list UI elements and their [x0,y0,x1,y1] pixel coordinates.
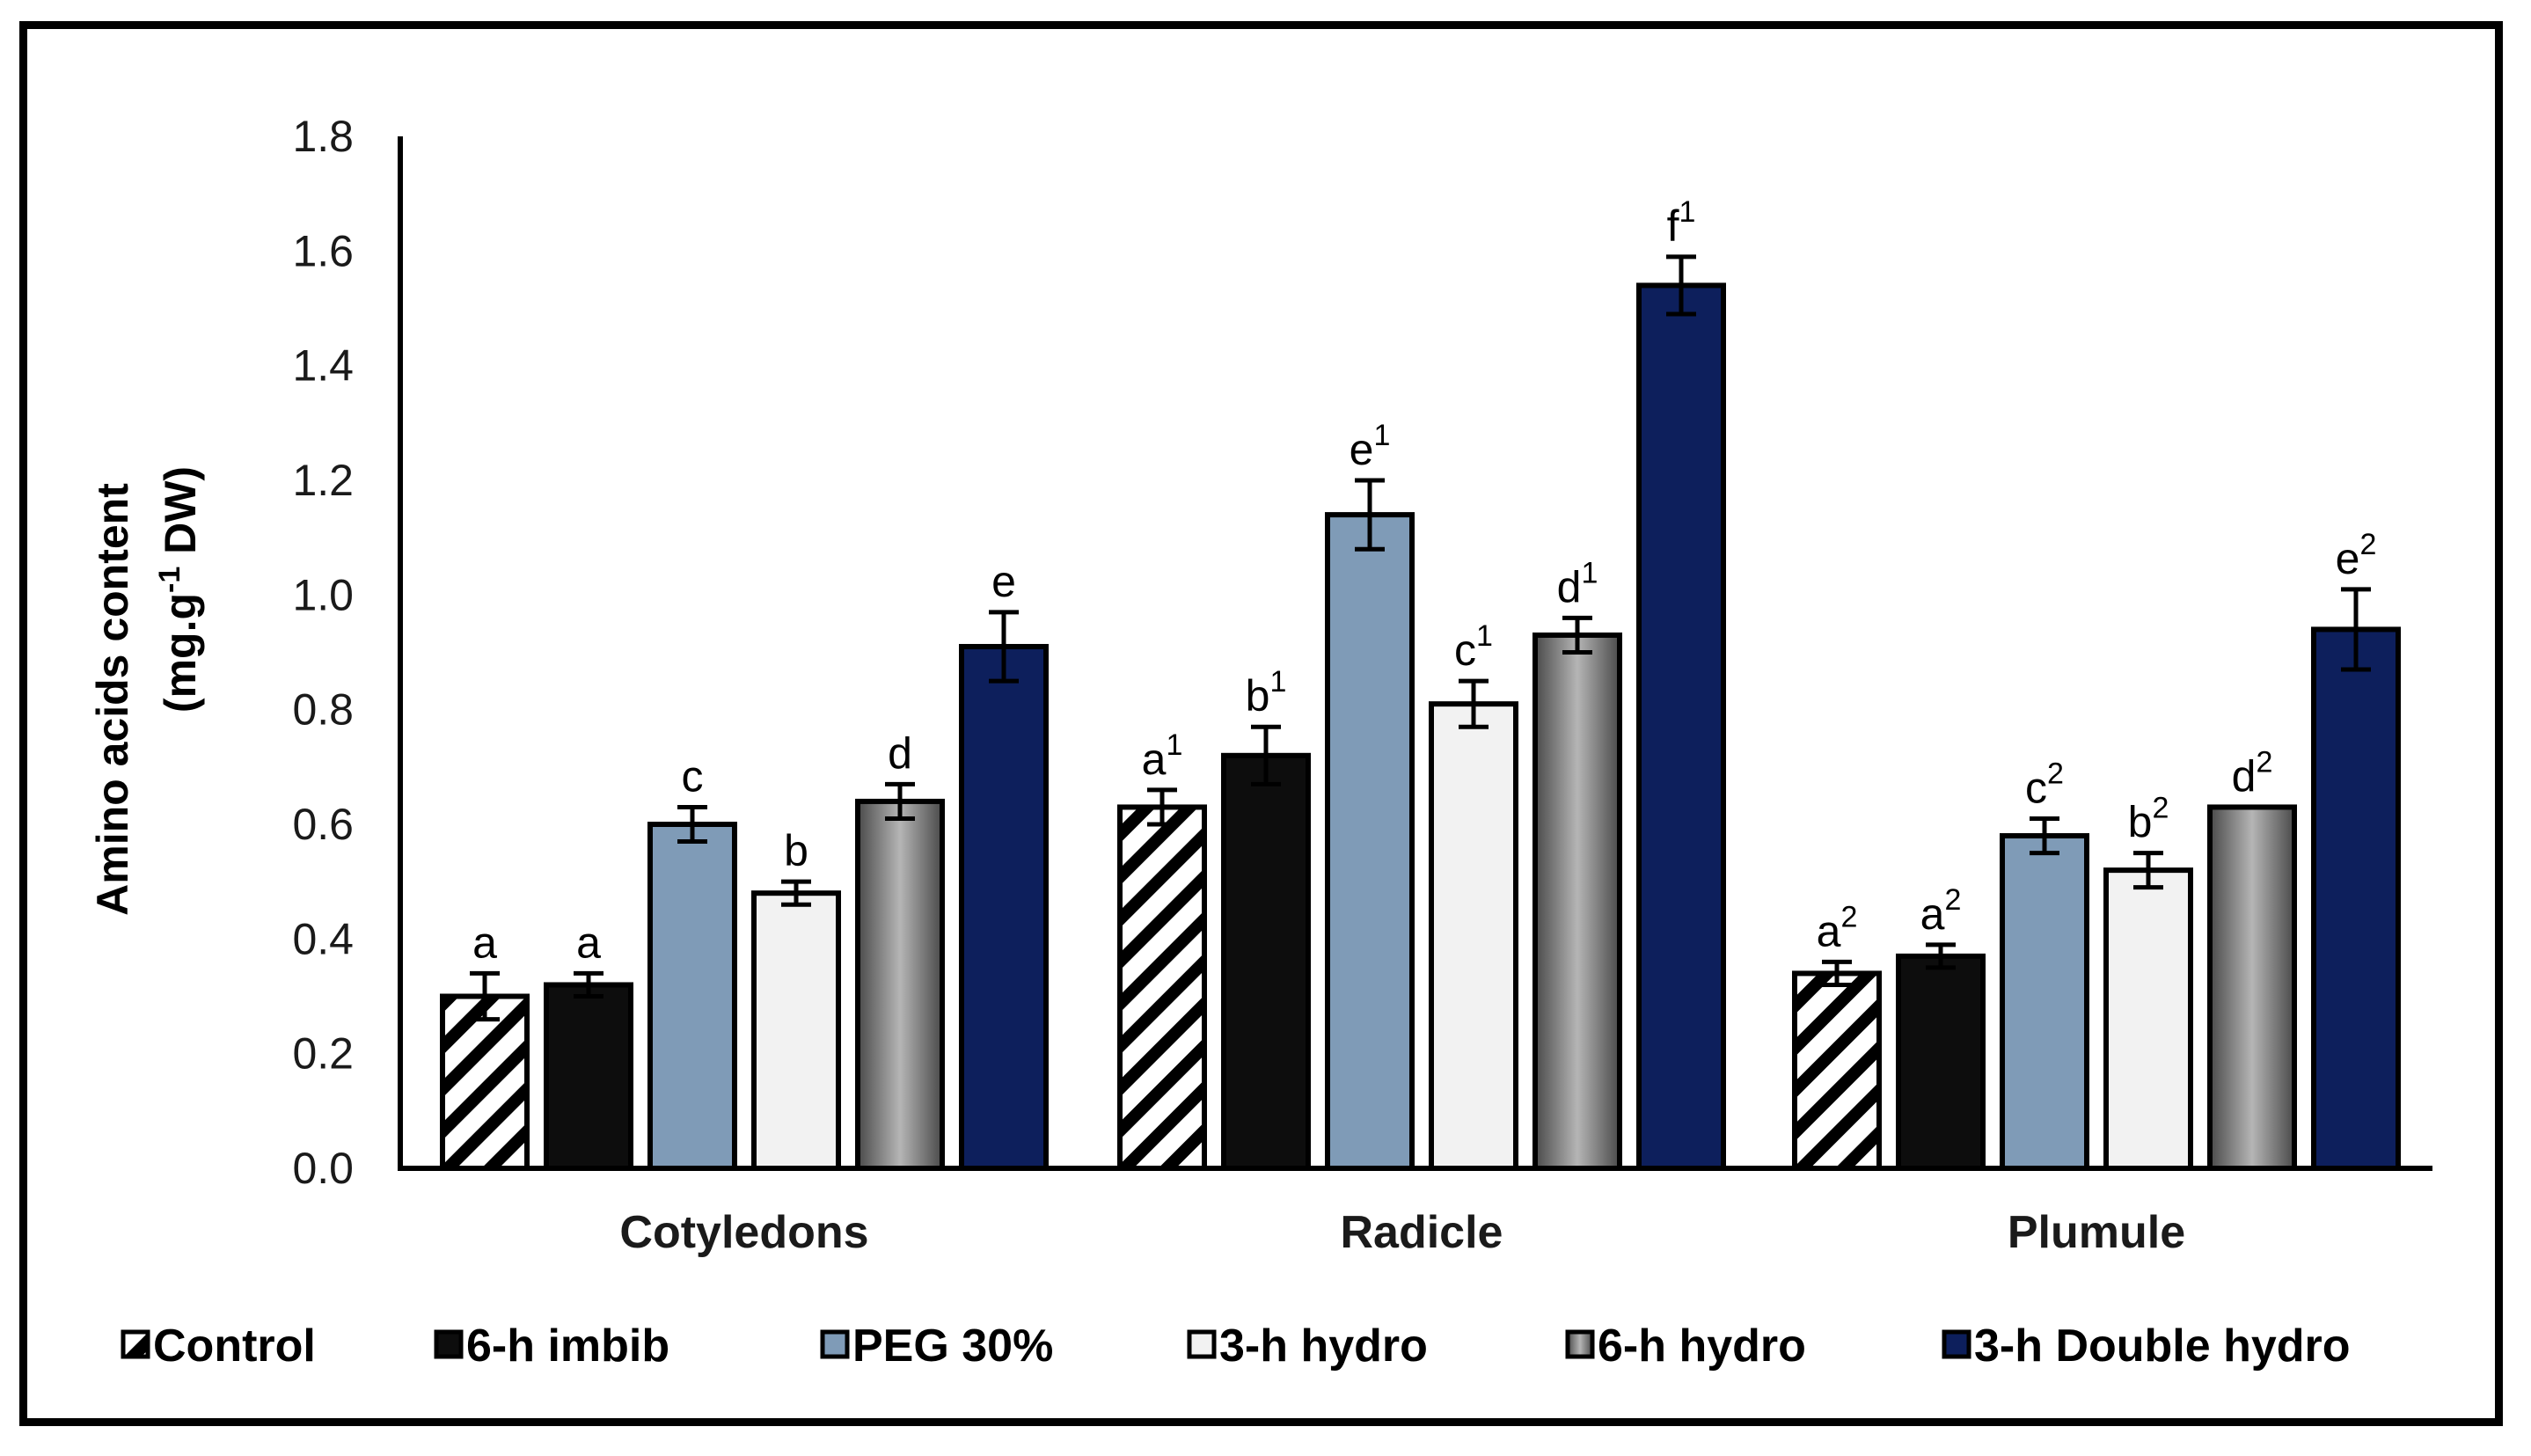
significance-label: e1 [1350,419,1391,474]
legend-swatch [1187,1329,1217,1359]
bar-control-radicle [1117,804,1207,1171]
y-tick-label: 0.6 [292,800,354,849]
bar-hydro3-cotyledons [751,890,841,1171]
y-axis-ticks: 0.0 0.2 0.4 0.6 0.8 1.0 1.2 1.4 1.6 1.8 [292,112,354,1193]
bar-imbib-radicle [1221,752,1311,1171]
legend-item-imbib: 6-h imbib [434,1321,669,1372]
bar-control-plumule [1792,970,1882,1172]
significance-label: a2 [1817,900,1858,955]
bar-double-cotyledons [959,643,1049,1171]
y-axis-title-line1: Amino acids content [88,483,137,916]
legend-item-peg: PEG 30% [820,1321,1053,1372]
error-bar [1355,478,1385,552]
legend-label: 3-h Double hydro [1974,1321,2351,1372]
bar-hydro6-cotyledons [855,798,945,1172]
significance-label: b [784,826,808,875]
axes [398,136,2432,1171]
error-bar [677,804,707,845]
y-tick-label: 1.6 [292,226,354,275]
error-bar [1251,724,1281,787]
legend-label: 6-h hydro [1598,1321,1806,1372]
legend-swatch [121,1329,150,1359]
chart-frame [19,21,2503,1426]
legend-item-control: Control [121,1321,316,1372]
y-tick-label: 0.8 [292,685,354,735]
error-bar [470,970,500,1022]
significance-label: b2 [2128,792,2169,847]
legend: Control 6-h imbib PEG 30% 3-h hydro 6-h hydr… [121,1321,2351,1372]
y-axis-label: Amino acids content (mg.g-1 DW) [88,466,205,916]
error-bar [2133,851,2163,890]
bar-hydro6-radicle [1532,632,1622,1171]
y-tick-label: 0.0 [292,1144,354,1193]
significance-label: e2 [2336,528,2377,583]
error-bar [1562,615,1592,655]
y-tick-label: 0.4 [292,914,354,963]
legend-item-hydro6: 6-h hydro [1565,1321,1806,1372]
y-tick-label: 1.8 [292,112,354,161]
bars: a a1 a2 a b1 a2 c e1 c2 b c1 b2 d d1 d2 e f1 e2 [440,195,2401,1172]
legend-label: 3-h hydro [1219,1321,1428,1372]
significance-label: a [576,918,601,967]
x-category-label: Plumule [2008,1207,2185,1258]
significance-label: d1 [1557,556,1598,611]
error-bar [1666,254,1696,317]
significance-label: a1 [1142,728,1183,784]
y-tick-label: 1.4 [292,341,354,391]
legend-item-double: 3-h Double hydro [1942,1321,2351,1372]
category-labels: Cotyledons Radicle Plumule [619,1207,2185,1258]
bar-hydro6-plumule [2207,804,2297,1171]
error-bar [1822,959,1852,987]
legend-item-hydro3: 3-h hydro [1187,1321,1428,1372]
y-tick-label: 1.0 [292,570,354,619]
legend-label: 6-h imbib [466,1321,669,1372]
y-tick-label: 0.2 [292,1029,354,1079]
x-category-label: Cotyledons [619,1207,868,1258]
significance-label: f1 [1667,195,1696,251]
bar-double-radicle [1636,282,1726,1171]
legend-swatch [434,1329,464,1359]
error-bar [2030,816,2059,856]
error-bar [1459,678,1489,729]
error-bar [781,879,811,907]
significance-label: c1 [1454,619,1493,675]
significance-label: a [472,918,497,967]
bar-peg-cotyledons [647,822,737,1171]
error-bar [989,610,1019,684]
significance-label: c2 [2025,757,2064,812]
bar-double-plumule [2311,626,2401,1171]
bar-peg-plumule [2000,833,2089,1171]
error-bar [885,781,915,821]
bar-peg-radicle [1325,512,1415,1171]
x-category-label: Radicle [1341,1207,1503,1258]
significance-label: d2 [2232,745,2273,801]
error-bar [1926,942,1956,970]
bar-imbib-cotyledons [544,982,633,1172]
error-bar [1147,787,1177,827]
legend-swatch [1565,1329,1595,1359]
y-tick-label: 1.2 [292,456,354,505]
significance-label: a2 [1920,883,1962,939]
legend-swatch [1942,1329,1971,1359]
error-bar [574,970,603,999]
significance-label: b1 [1246,665,1287,721]
y-axis-title-line2: (mg.g-1 DW) [153,466,205,713]
bar-hydro3-radicle [1429,701,1518,1171]
bar-imbib-plumule [1896,953,1986,1171]
significance-label: c [682,751,704,801]
significance-label: e [991,557,1016,606]
bar-control-cotyledons [440,993,530,1171]
error-bar [2341,587,2371,672]
significance-label: d [888,728,912,778]
legend-swatch [820,1329,850,1359]
legend-label: Control [153,1321,316,1372]
legend-label: PEG 30% [852,1321,1053,1372]
bar-hydro3-plumule [2103,867,2193,1172]
